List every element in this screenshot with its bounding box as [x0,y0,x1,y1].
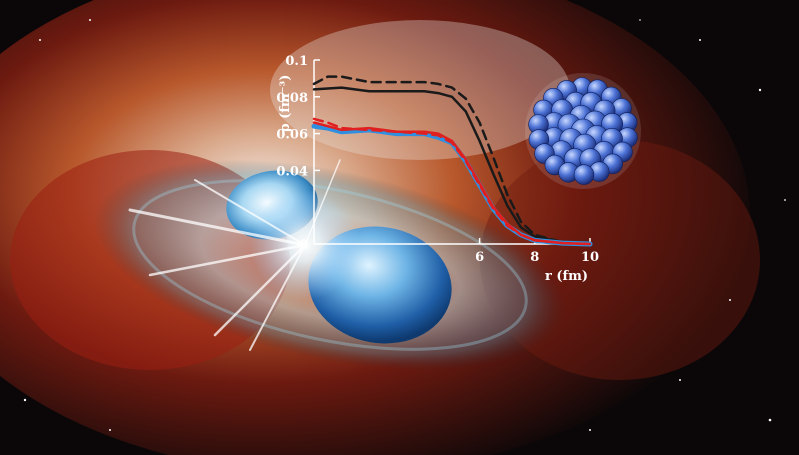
y-tick-label: 0.06 [276,128,308,143]
light-rays [128,159,341,351]
density-series [311,75,593,247]
bright-gas-top [270,20,570,160]
density-plot: 0 0.04 0.06 0.08 0.1 6 8 10 ρ (fm⁻³) r (fm) [276,54,599,284]
atomic-nucleus-icon [525,73,641,189]
density-curve-black-solid [312,86,592,246]
y-tick-label: 0.1 [285,54,308,69]
y-axis-title: ρ (fm⁻³) [278,75,293,132]
x-axis-title: r (fm) [545,269,588,284]
background-stars [23,19,786,431]
x-tick-label: 10 [581,250,599,265]
nucleon-sphere [573,164,595,185]
y-ticks: 0 0.04 0.06 0.08 0.1 [276,54,320,253]
y-tick-label: 0.08 [276,91,308,106]
y-tick-label: 0.04 [276,164,308,179]
density-curve-black-dashed [312,75,592,246]
y-tick-label: 0 [299,238,308,253]
disk-ring [132,179,528,351]
x-tick-label: 6 [475,250,484,265]
density-curve-red-dashed [312,117,592,246]
x-tick-label: 8 [530,250,539,265]
